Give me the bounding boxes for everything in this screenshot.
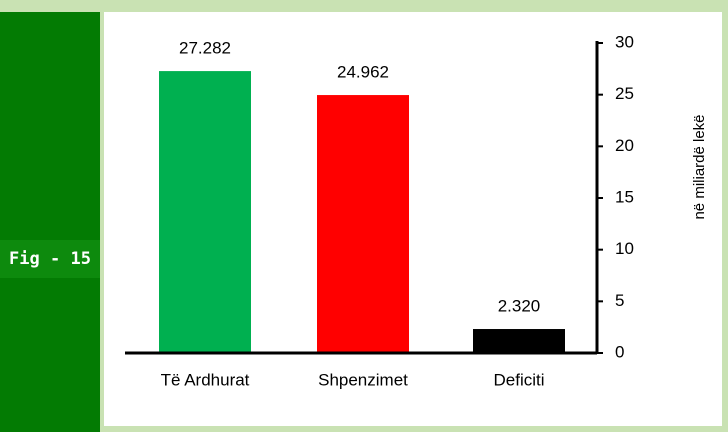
side-panel (0, 12, 100, 432)
y-tick-label: 10 (615, 239, 634, 258)
figure-label: Fig - 15 (0, 240, 100, 278)
y-tick-label: 25 (615, 84, 634, 103)
chart: në miliardë lekë 0 5 10 15 20 25 30 Të Ardhurat… (104, 12, 722, 426)
value-label: 24.962 (337, 63, 389, 82)
y-tick-label: 20 (615, 136, 634, 155)
bar (317, 95, 409, 354)
x-tick-label: Të Ardhurat (161, 370, 250, 389)
y-axis-label: në miliardë lekë (691, 114, 708, 219)
value-label: 2.320 (498, 297, 541, 316)
y-tick-label: 15 (615, 187, 634, 206)
x-tick-label: Deficiti (493, 370, 544, 389)
y-tick-label: 30 (615, 32, 634, 51)
x-tick-label: Shpenzimet (318, 370, 408, 389)
y-tick-label: 5 (615, 291, 624, 310)
y-tick-label: 0 (615, 342, 624, 361)
value-label: 27.282 (179, 39, 231, 58)
bar (473, 329, 565, 353)
bar (159, 71, 251, 353)
